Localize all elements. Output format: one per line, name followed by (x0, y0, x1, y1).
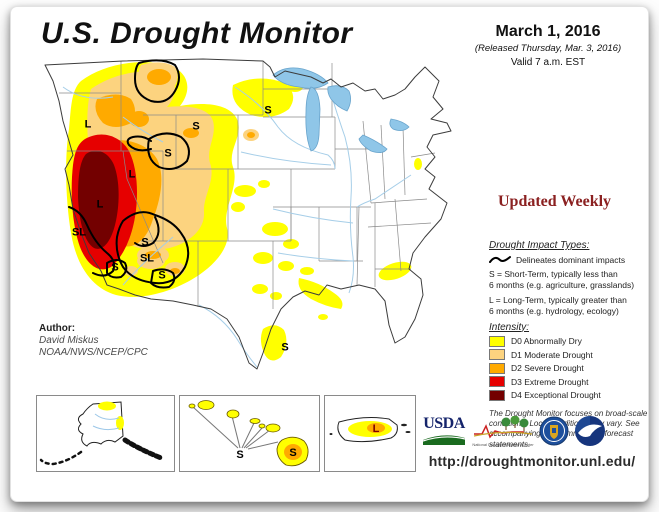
d3-swatch (489, 376, 505, 387)
hawaii-hub-label: S (236, 449, 243, 461)
author-org: NOAA/NWS/NCEP/CPC (39, 347, 148, 358)
impact-area-label: S (141, 236, 149, 249)
released-date: (Released Thursday, Mar. 3, 2016) (474, 43, 622, 54)
usda-field-icon (422, 435, 466, 445)
hawaii-big-island-d2 (284, 444, 302, 460)
author-label: Author: (39, 323, 76, 334)
hawaii-islands (188, 400, 281, 433)
alaska-panhandle (122, 437, 164, 461)
puerto-rico-inset: L (324, 395, 416, 472)
aleutian-islands (39, 450, 83, 466)
usda-logo-text: USDA (423, 415, 465, 432)
alaska-outline (77, 401, 124, 447)
noaa-logo-icon (575, 416, 605, 446)
delineates-label: Delineates dominant impacts (516, 254, 626, 265)
drought-monitor-url[interactable]: http://droughtmonitor.unl.edu/ (428, 453, 636, 469)
impact-area-label: L (96, 198, 104, 211)
drought-monitor-page: U.S. Drought Monitor March 1, 2016 (Rele… (10, 6, 649, 502)
impact-area-label: SL (71, 226, 87, 239)
alaska-d0 (98, 401, 124, 430)
puerto-rico-map-svg: L (329, 417, 411, 443)
impact-area-label: L (128, 168, 136, 181)
date-block: March 1, 2016 (Released Thursday, Mar. 3… (457, 23, 639, 68)
puerto-rico-islets (329, 423, 411, 435)
squiggle-icon (489, 256, 511, 263)
ndmc-caption: National Drought Mitigation Center (472, 441, 534, 447)
hawaii-big-island-label: S (289, 447, 296, 459)
valid-time: Valid 7 a.m. EST (510, 57, 586, 68)
impact-area-label: SL (139, 252, 155, 265)
updated-weekly-text: Updated Weekly (498, 193, 612, 210)
legend-item-d3: D3 Extreme Drought (489, 376, 659, 387)
impact-types-heading: Drought Impact Types: (489, 240, 590, 251)
alaska-inset (36, 395, 175, 472)
us-outline-stroke (44, 58, 452, 370)
ndmc-logo-icon (473, 415, 533, 438)
d4-region (78, 150, 119, 249)
author-name: David Miskus (39, 335, 99, 346)
long-term-definition: L = Long-Term, typically greater than 6 … (489, 295, 627, 316)
short-term-definition: S = Short-Term, typically less than 6 mo… (489, 269, 635, 290)
conus-map-svg (44, 58, 452, 370)
d1-swatch (489, 349, 505, 360)
d0-swatch (489, 335, 505, 347)
hawaii-pointer-lines (192, 406, 279, 450)
impact-area-label: S (158, 269, 166, 282)
map-date: March 1, 2016 (495, 23, 601, 40)
logo-row: USDA National Drought Mitigation Center (421, 415, 641, 447)
unl-seal-icon (539, 416, 569, 446)
d2-swatch (489, 362, 505, 374)
alaska-map-svg (39, 401, 164, 466)
legend-item-d1: D1 Moderate Drought (489, 349, 659, 360)
page-title: U.S. Drought Monitor (41, 17, 353, 50)
impact-area-label: S (264, 104, 272, 117)
great-lakes (272, 67, 410, 153)
rivers (62, 86, 412, 368)
alaska-rivers (92, 413, 120, 431)
legend-item-d0: D0 Abnormally Dry (489, 335, 659, 347)
state-borders (59, 61, 436, 309)
conus-map: L S S S L L SL S SL S S S (23, 57, 493, 405)
hawaii-inset: S S (179, 395, 320, 472)
d4-swatch (489, 389, 505, 401)
impact-area-label: S (111, 261, 119, 274)
impact-area-label: S (281, 341, 289, 354)
puerto-rico-d2 (367, 423, 385, 433)
impact-area-label: L (84, 118, 92, 131)
hawaii-map-svg: S S (188, 400, 309, 467)
impact-contours (68, 59, 190, 289)
author-block: Author: David Miskus NOAA/NWS/NCEP/CPC (39, 323, 148, 358)
usda-logo: USDA (421, 416, 467, 446)
puerto-rico-label: L (373, 423, 380, 435)
impact-area-label: S (192, 120, 200, 133)
legend-item-d4: D4 Exceptional Drought (489, 389, 659, 401)
ndmc-logo: National Drought Mitigation Center (472, 415, 534, 447)
intensity-heading: Intensity: (489, 321, 530, 333)
impact-area-label: S (164, 147, 172, 160)
legend-item-d2: D2 Severe Drought (489, 362, 659, 374)
